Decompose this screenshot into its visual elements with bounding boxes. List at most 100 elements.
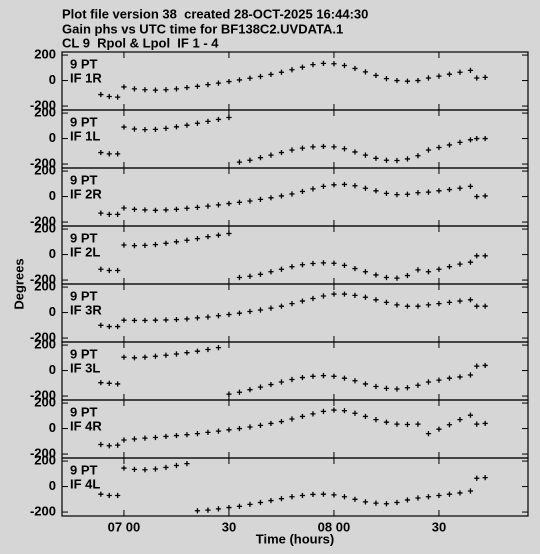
panel-name: IF 2L <box>70 244 100 259</box>
panel-station: 9 PT <box>70 56 98 71</box>
data-point <box>352 378 358 384</box>
data-point <box>352 183 358 189</box>
panel-name: IF 1R <box>70 70 102 85</box>
data-point <box>98 210 104 216</box>
data-point <box>404 497 411 503</box>
data-point <box>236 310 243 316</box>
data-point <box>205 82 211 88</box>
data-point <box>446 142 453 148</box>
title-line: Gain phs vs UTC time for BF138C2.UVDATA.… <box>62 21 343 36</box>
data-point <box>341 375 348 381</box>
data-point <box>163 352 169 358</box>
data-point <box>457 490 463 496</box>
data-point <box>98 322 104 328</box>
data-point <box>173 206 180 212</box>
data-point <box>121 354 127 360</box>
data-point <box>457 69 463 75</box>
data-point <box>115 267 121 274</box>
data-point <box>331 144 337 150</box>
data-point <box>184 432 190 438</box>
y-tick-label: -200 <box>30 155 56 170</box>
data-point <box>257 422 264 428</box>
data-point <box>373 297 379 303</box>
data-point <box>98 491 104 497</box>
data-point <box>425 431 432 437</box>
data-point <box>310 62 316 68</box>
data-point <box>482 362 488 369</box>
y-tick-label: -200 <box>30 387 56 402</box>
data-point <box>152 353 159 359</box>
data-point <box>142 435 148 441</box>
data-point <box>115 323 121 330</box>
data-point <box>394 192 400 198</box>
data-point <box>394 386 400 392</box>
data-point <box>373 155 379 161</box>
data-point <box>310 260 316 267</box>
data-point <box>106 267 112 274</box>
data-point <box>425 379 432 385</box>
data-point <box>383 501 390 507</box>
data-point <box>467 67 474 73</box>
data-point <box>320 491 327 497</box>
data-point <box>383 157 390 163</box>
data-point <box>457 261 463 267</box>
data-point <box>457 417 463 423</box>
data-point <box>247 75 253 81</box>
data-point <box>310 411 316 417</box>
data-point <box>299 492 306 499</box>
data-point <box>404 78 411 84</box>
data-point <box>152 126 159 132</box>
data-point <box>467 412 474 418</box>
data-point <box>362 294 369 300</box>
data-point <box>289 264 295 270</box>
data-point <box>415 153 421 159</box>
panel-name: IF 2R <box>70 186 102 201</box>
data-point <box>184 122 190 128</box>
data-point <box>236 199 243 205</box>
data-point <box>205 346 211 353</box>
data-point <box>341 291 348 297</box>
data-point <box>482 193 488 199</box>
data-point <box>446 299 453 305</box>
data-point <box>383 419 390 425</box>
data-point <box>373 72 379 79</box>
data-point <box>226 311 232 318</box>
data-point <box>106 380 112 386</box>
data-point <box>482 475 488 481</box>
data-point <box>184 237 190 243</box>
data-point <box>106 151 112 157</box>
data-point <box>341 62 348 69</box>
panel-station: 9 PT <box>70 230 98 245</box>
data-point <box>425 75 432 81</box>
y-tick-label: -200 <box>30 213 56 228</box>
data-point <box>184 316 190 322</box>
data-point <box>173 316 180 323</box>
data-point <box>436 144 442 151</box>
data-point <box>278 418 285 425</box>
data-point <box>425 189 432 195</box>
data-point <box>331 373 337 379</box>
data-point <box>268 152 274 158</box>
data-point <box>436 188 442 194</box>
data-point <box>404 303 411 309</box>
data-point <box>142 87 148 93</box>
data-point <box>299 64 306 70</box>
data-point <box>131 466 138 472</box>
data-point <box>163 317 169 323</box>
data-point <box>341 146 348 152</box>
data-point <box>257 307 264 313</box>
title-line: Plot file version 38 created 28-OCT-2025… <box>62 6 368 21</box>
data-point <box>268 381 274 388</box>
data-point <box>474 193 480 200</box>
data-point <box>268 420 274 427</box>
data-point <box>362 185 369 191</box>
panel-name: IF 4L <box>70 476 100 491</box>
panel-name: IF 3R <box>70 302 102 317</box>
data-point <box>205 118 211 124</box>
data-point <box>289 376 295 383</box>
data-point <box>373 383 379 390</box>
data-point <box>310 295 316 302</box>
data-point <box>331 61 337 67</box>
data-point <box>257 196 264 202</box>
